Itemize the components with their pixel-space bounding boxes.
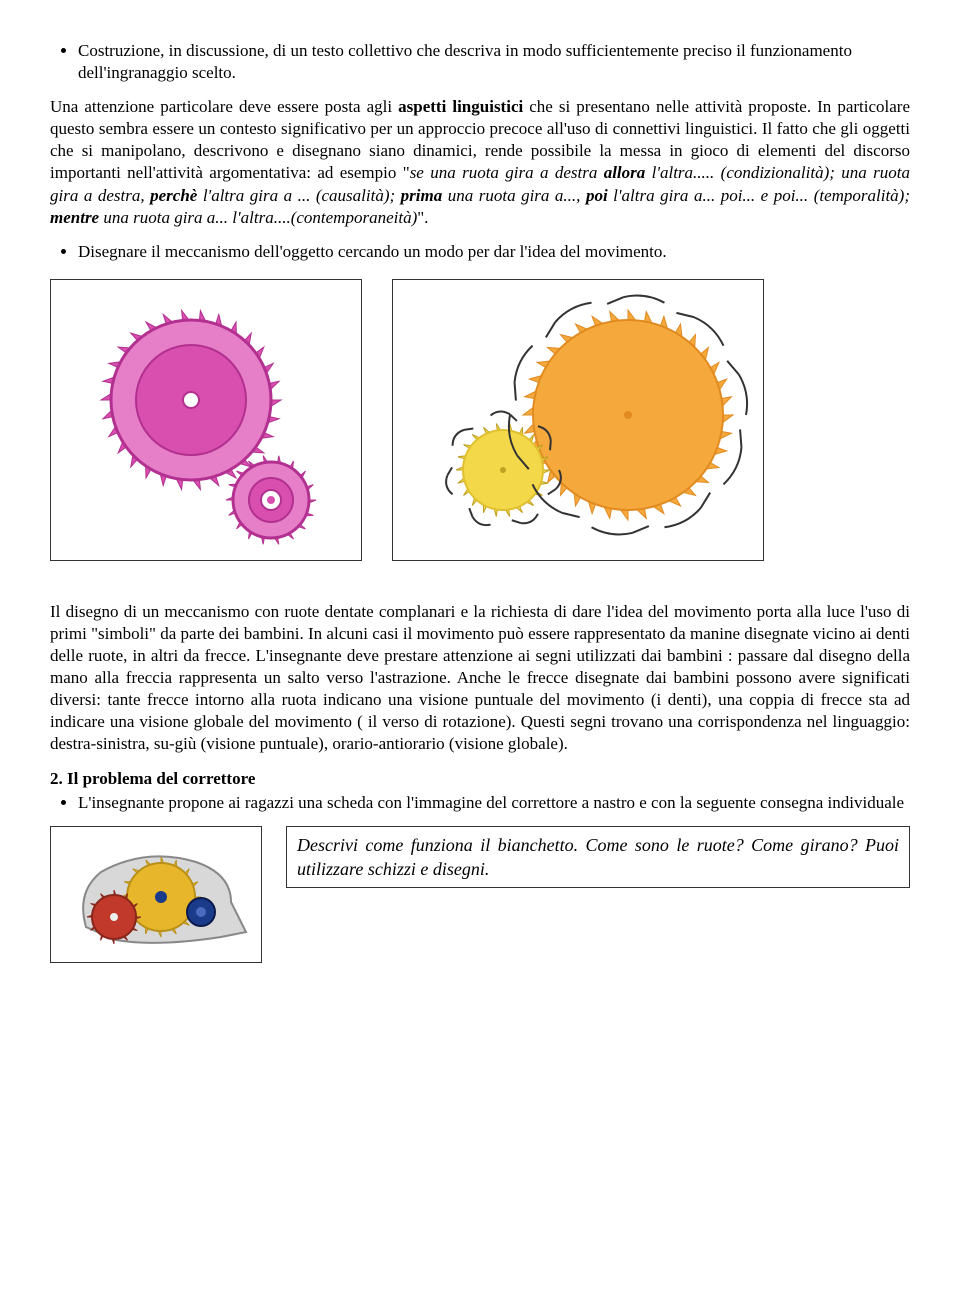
corrector-image — [50, 826, 262, 963]
assignment-prompt: Descrivi come funziona il bianchetto. Co… — [286, 826, 910, 889]
drawing-pink-gears — [50, 279, 362, 561]
bullet-list-top: Costruzione, in discussione, di un testo… — [50, 40, 910, 84]
bottom-row: Descrivi come funziona il bianchetto. Co… — [50, 826, 910, 963]
image-row-gears — [50, 279, 910, 561]
section-2-heading: 2. Il problema del correttore — [50, 768, 910, 790]
drawing-orange-gears — [392, 279, 764, 561]
bullet-list-bottom: L'insegnante propone ai ragazzi una sche… — [50, 792, 910, 814]
paragraph-symbols: Il disegno di un meccanismo con ruote de… — [50, 601, 910, 756]
bullet-item: L'insegnante propone ai ragazzi una sche… — [78, 792, 910, 814]
bullet-list-mid: Disegnare il meccanismo dell'oggetto cer… — [50, 241, 910, 263]
paragraph-linguistics: Una attenzione particolare deve essere p… — [50, 96, 910, 229]
bullet-item: Costruzione, in discussione, di un testo… — [78, 40, 910, 84]
bullet-item: Disegnare il meccanismo dell'oggetto cer… — [78, 241, 910, 263]
